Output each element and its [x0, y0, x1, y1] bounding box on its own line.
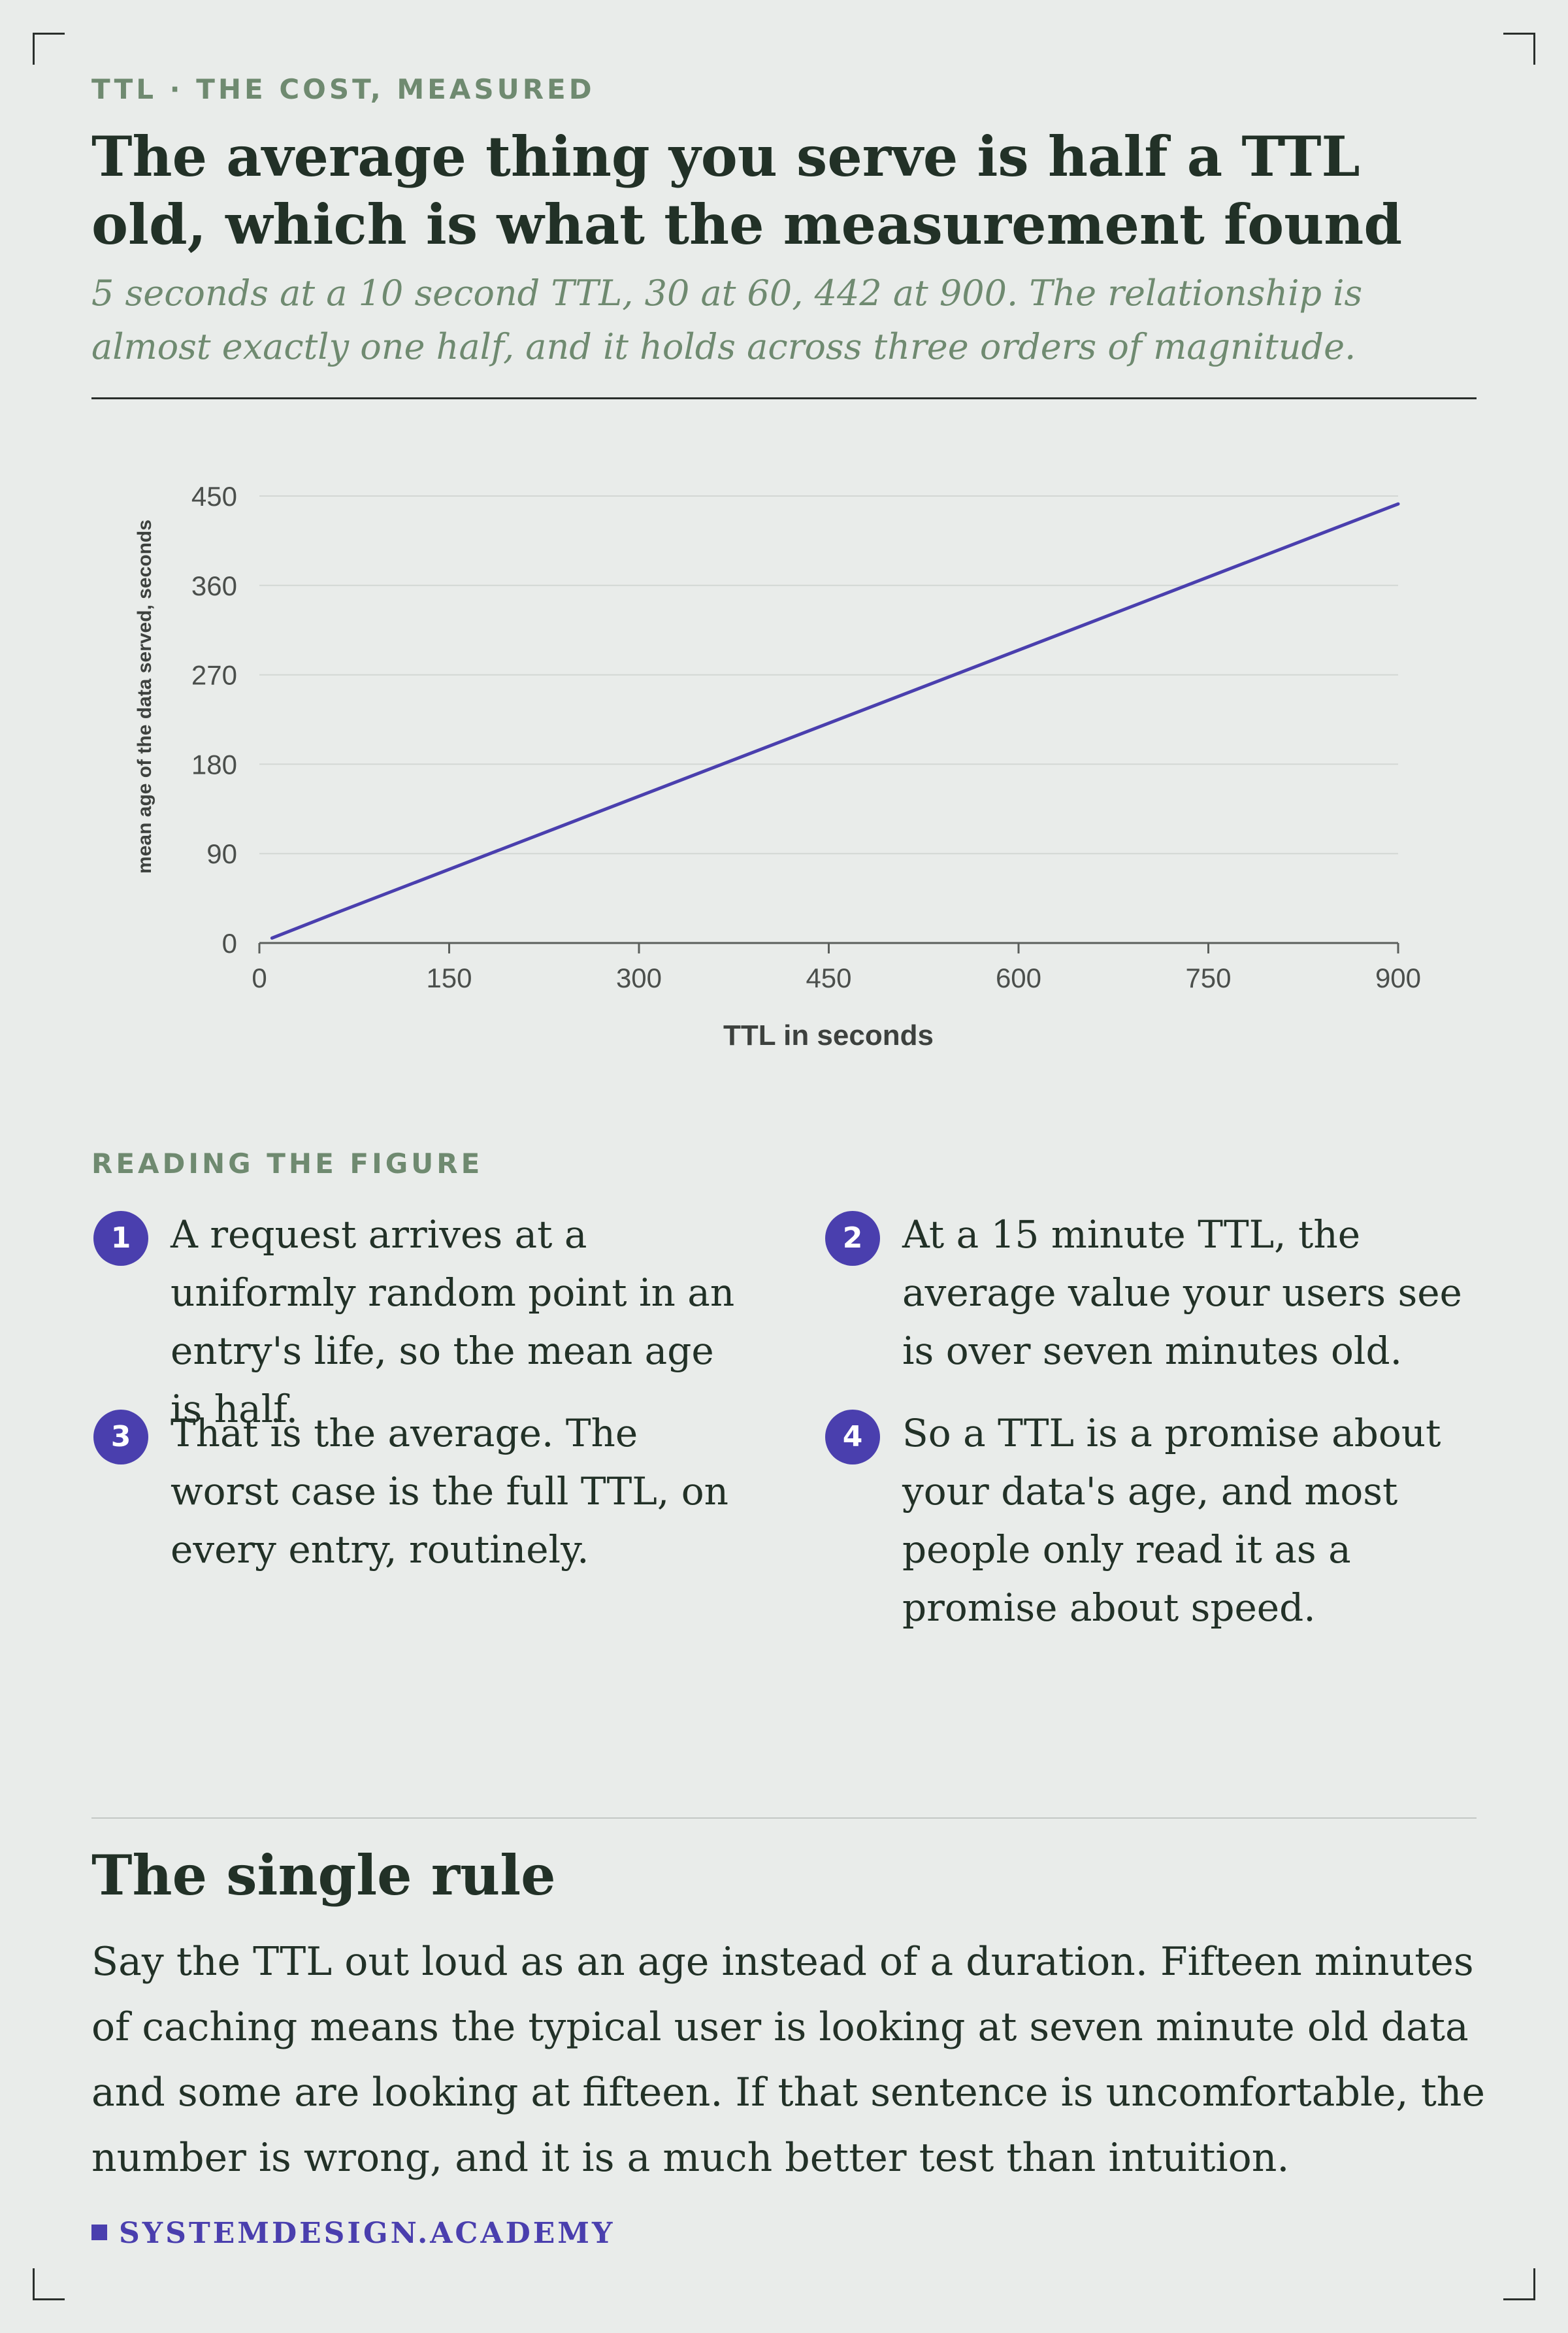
x-axis-title: TTL in seconds: [723, 1019, 934, 1051]
line-chart: 0 90 180 270 360 450 0 150 300 450 600 750 900 TTL i…: [134, 481, 1421, 1051]
x-tick-label: 0: [252, 963, 267, 993]
rule-heading: The single rule: [91, 1843, 556, 1908]
x-tick-label: 450: [806, 963, 851, 993]
eyebrow: TTL · THE COST, MEASURED: [91, 73, 595, 105]
page-subtitle: 5 seconds at a 10 second TTL, 30 at 60, …: [91, 273, 1363, 367]
divider: [91, 397, 1477, 399]
y-tick-label: 360: [191, 571, 237, 601]
x-tick-label: 900: [1375, 963, 1421, 993]
note-text: That is the average. The worst case is t…: [171, 1411, 729, 1572]
note-number-badge: 2: [825, 1211, 880, 1266]
note-number-badge: 3: [93, 1410, 148, 1464]
note-text: At a 15 minute TTL, the average value yo…: [902, 1212, 1462, 1373]
divider: [91, 1817, 1477, 1819]
corner-mark-top-right: [1503, 33, 1535, 65]
x-tick-label: 600: [996, 963, 1041, 993]
y-axis-title: mean age of the data served, seconds: [134, 520, 155, 874]
note-text: So a TTL is a promise about your data's …: [902, 1411, 1441, 1630]
brand-square-icon: [91, 2225, 107, 2240]
series-layer: [270, 502, 1400, 940]
axes: 0 90 180 270 360 450 0 150 300 450 600 750 900: [191, 481, 1421, 993]
section-label: READING THE FIGURE: [91, 1148, 483, 1180]
x-tick-label: 150: [426, 963, 472, 993]
grid-lines: [259, 495, 1398, 855]
y-tick-label: 270: [191, 660, 237, 691]
brand-name: SYSTEMDESIGN.ACADEMY: [119, 2217, 615, 2250]
y-tick-label: 90: [206, 838, 237, 869]
note-number-badge: 1: [93, 1211, 148, 1266]
corner-mark-bottom-left: [33, 2268, 65, 2300]
corner-mark-bottom-right: [1503, 2268, 1535, 2300]
note-text: A request arrives at a uniformly random …: [171, 1212, 735, 1431]
y-tick-label: 450: [191, 481, 237, 512]
brand-footer: SYSTEMDESIGN.ACADEMY: [91, 2217, 615, 2250]
y-tick-label: 0: [222, 928, 237, 959]
rule-body: Say the TTL out loud as an age instead o…: [91, 1939, 1485, 2181]
x-tick-label: 300: [616, 963, 662, 993]
x-tick-label: 750: [1185, 963, 1231, 993]
corner-mark-top-left: [33, 33, 65, 65]
page-title: The average thing you serve is half a TT…: [91, 124, 1403, 257]
y-tick-label: 180: [191, 749, 237, 780]
note-number-badge: 4: [825, 1410, 880, 1464]
series-line: [270, 502, 1400, 940]
